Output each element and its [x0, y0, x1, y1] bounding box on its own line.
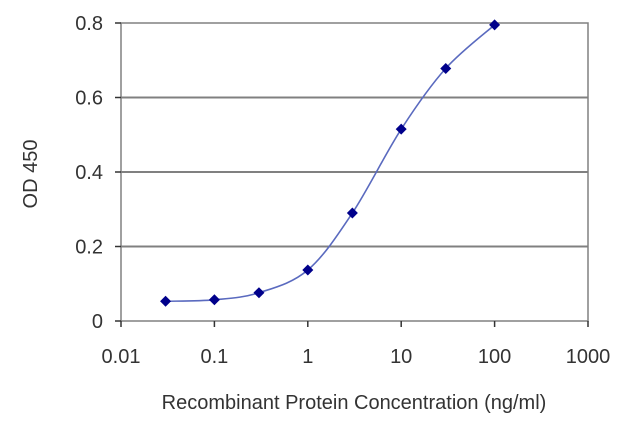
data-point-6	[440, 62, 452, 74]
y-tick-label-4: 0.8	[75, 13, 103, 35]
y-axis-title: OD 450	[20, 140, 42, 209]
data-point-1	[208, 294, 220, 306]
x-axis: 0.01 0.1 1 10 100 1000	[102, 321, 611, 368]
x-tick-label-1: 0.1	[200, 346, 228, 368]
gridlines	[121, 96, 588, 248]
data-points	[160, 19, 501, 307]
y-tick-label-3: 0.6	[75, 88, 103, 110]
data-point-0	[160, 295, 172, 307]
y-tick-label-1: 0.2	[75, 237, 103, 259]
y-axis: 0 0.2 0.4 0.6 0.8	[75, 13, 121, 333]
x-tick-label-5: 1000	[566, 346, 611, 368]
x-tick-label-3: 10	[390, 346, 412, 368]
x-tick-label-2: 1	[302, 346, 313, 368]
data-point-7	[489, 19, 501, 31]
y-tick-label-2: 0.4	[75, 162, 103, 184]
data-point-5	[395, 123, 407, 135]
y-tick-label-0: 0	[92, 311, 103, 333]
x-tick-label-4: 100	[478, 346, 511, 368]
data-point-4	[346, 207, 358, 219]
data-point-3	[302, 264, 314, 276]
x-tick-label-0: 0.01	[102, 346, 141, 368]
x-axis-title: Recombinant Protein Concentration (ng/ml…	[162, 392, 547, 414]
data-point-2	[253, 287, 265, 299]
